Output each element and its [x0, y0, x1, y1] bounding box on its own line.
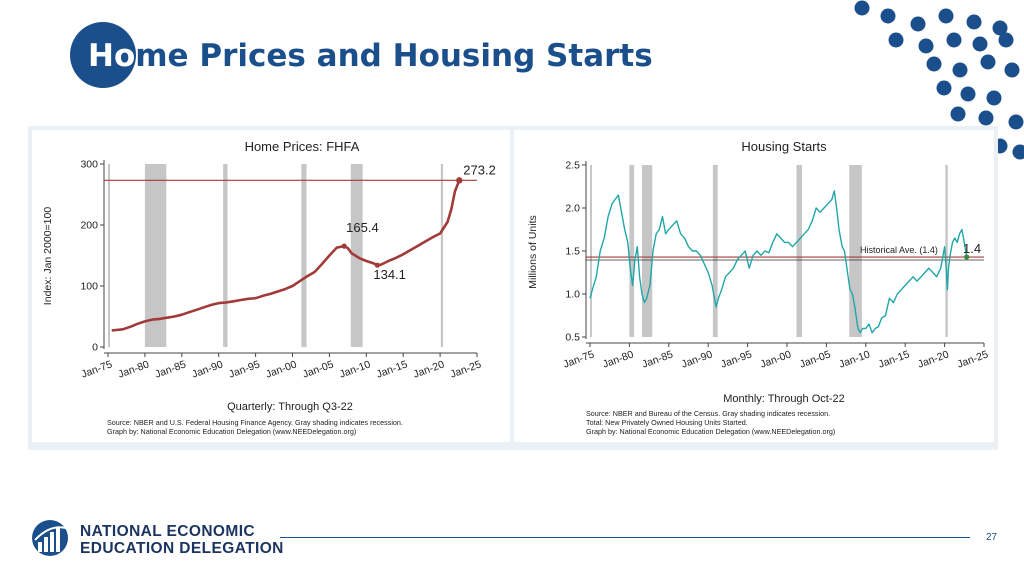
reference-label: Historical Ave. (1.4) — [860, 245, 938, 255]
decorative-dot — [999, 33, 1014, 48]
x-tick-label: Jan-05 — [301, 358, 335, 380]
x-tick-label: Jan-90 — [190, 358, 224, 380]
y-tick-label: 0 — [92, 342, 98, 354]
decorative-dot — [1013, 145, 1024, 160]
x-axis-label: Monthly: Through Oct-22 — [723, 393, 844, 405]
x-tick-label: Jan-95 — [227, 358, 261, 380]
x-tick-label: Jan-95 — [719, 348, 753, 370]
need-logo-text: NATIONAL ECONOMIC EDUCATION DELEGATION — [80, 523, 284, 557]
data-label: 134.1 — [373, 267, 406, 282]
y-tick-label: 100 — [80, 281, 98, 293]
x-tick-label: Jan-25 — [449, 358, 483, 380]
y-tick-label: 2.5 — [565, 160, 580, 172]
x-tick-label: Jan-00 — [759, 348, 793, 370]
decorative-dot — [981, 55, 996, 70]
need-logo-icon — [30, 518, 74, 558]
recession-bar — [713, 165, 718, 337]
x-tick-label: Jan-75 — [562, 348, 596, 370]
x-tick-label: Jan-80 — [601, 348, 635, 370]
decorative-dot — [947, 33, 962, 48]
x-tick-label: Jan-15 — [375, 358, 409, 380]
recession-bar — [642, 165, 652, 337]
data-label: 273.2 — [463, 162, 496, 177]
home-prices-svg: Home Prices: FHFA Index: Jan 2000=100 0 1… — [32, 130, 510, 442]
title-prefix: Ho — [88, 38, 135, 74]
decorative-dot — [979, 111, 994, 126]
logo-line-1: NATIONAL ECONOMIC — [80, 523, 284, 540]
y-tick-label: 200 — [80, 220, 98, 232]
chart-title: Home Prices: FHFA — [245, 139, 360, 154]
logo-line-2: EDUCATION DELEGATION — [80, 540, 284, 557]
housing-starts-chart: Housing Starts Millions of Units 0.5 1.0 1… — [514, 130, 994, 442]
x-tick-label: Jan-10 — [837, 348, 871, 370]
y-tick-label: 2.0 — [565, 203, 580, 215]
footer-divider — [280, 537, 970, 538]
decorative-dot — [973, 37, 988, 52]
data-point — [456, 177, 462, 183]
x-tick-label: Jan-80 — [117, 358, 151, 380]
chart-title: Housing Starts — [741, 139, 827, 154]
x-tick-label: Jan-00 — [264, 358, 298, 380]
source-line: Graph by: National Economic Education De… — [586, 427, 835, 436]
data-label: 165.4 — [346, 220, 379, 235]
source-line: Source: NBER and U.S. Federal Housing Fi… — [107, 418, 403, 427]
decorative-dot — [919, 39, 934, 54]
end-label: 1.4 — [963, 241, 981, 256]
recession-bar — [629, 165, 634, 337]
decorative-dot — [939, 9, 954, 24]
x-tick-label: Jan-20 — [916, 348, 950, 370]
page-title: Home Prices and Housing Starts — [88, 38, 653, 74]
x-tick-label: Jan-15 — [877, 348, 911, 370]
x-tick-label: Jan-75 — [80, 358, 114, 380]
y-tick-label: 300 — [80, 159, 98, 171]
data-point — [342, 244, 347, 249]
decorative-dot — [961, 87, 976, 102]
home-prices-chart: Home Prices: FHFA Index: Jan 2000=100 0 1… — [32, 130, 510, 442]
source-line: Source: NBER and Bureau of the Census. G… — [586, 409, 830, 418]
decorative-dot — [927, 57, 942, 72]
decorative-dot — [967, 15, 982, 30]
decorative-dot — [937, 81, 952, 96]
decorative-dot — [1005, 63, 1020, 78]
recession-bar — [590, 165, 592, 337]
page-number: 27 — [986, 532, 997, 543]
recession-bar — [441, 164, 443, 347]
source-line: Total: New Privately Owned Housing Units… — [586, 418, 748, 427]
x-tick-label: Jan-10 — [338, 358, 372, 380]
recession-bar — [301, 164, 306, 347]
decorative-dot — [911, 17, 926, 32]
x-tick-label: Jan-90 — [680, 348, 714, 370]
decorative-dot — [881, 9, 896, 24]
x-tick-label: Jan-20 — [412, 358, 446, 380]
housing-starts-svg: Housing Starts Millions of Units 0.5 1.0 1… — [514, 130, 994, 442]
recession-bar — [223, 164, 227, 347]
decorative-dot — [889, 33, 904, 48]
source-line: Graph by: National Economic Education De… — [107, 427, 356, 436]
title-rest: me Prices and Housing Starts — [135, 38, 652, 74]
decorative-dot — [855, 1, 870, 16]
y-tick-label: 0.5 — [565, 332, 580, 344]
decorative-dot — [1009, 115, 1024, 130]
y-tick-label: 1.0 — [565, 289, 580, 301]
recession-bar — [796, 165, 802, 337]
x-tick-label: Jan-25 — [956, 348, 990, 370]
y-tick-label: 1.5 — [565, 246, 580, 258]
y-axis-label: Index: Jan 2000=100 — [42, 207, 54, 306]
decorative-dot — [953, 63, 968, 78]
decorative-dot — [951, 107, 966, 122]
x-tick-label: Jan-85 — [153, 358, 187, 380]
end-marker — [964, 254, 969, 259]
recession-bar — [108, 164, 110, 347]
x-axis-label: Quarterly: Through Q3-22 — [227, 401, 353, 413]
decorative-dot — [987, 91, 1002, 106]
x-tick-label: Jan-85 — [640, 348, 674, 370]
y-axis-label: Millions of Units — [527, 215, 539, 289]
recession-bar — [945, 165, 947, 337]
x-tick-label: Jan-05 — [798, 348, 832, 370]
